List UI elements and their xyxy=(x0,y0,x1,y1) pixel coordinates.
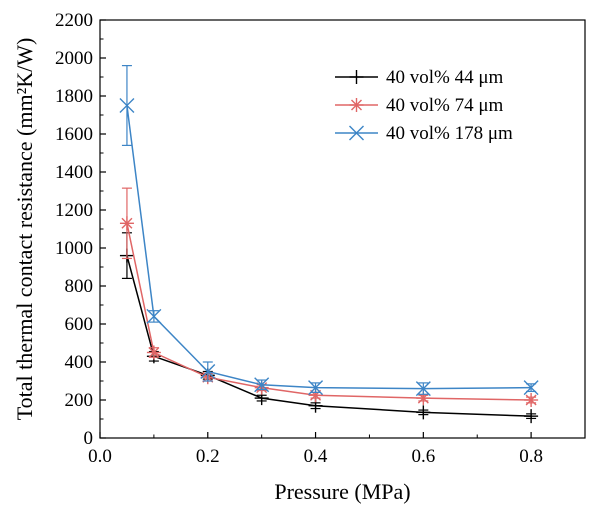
legend-item: 40 vol% 44 μm xyxy=(335,67,504,88)
data-point xyxy=(524,393,539,407)
legend-label: 40 vol% 178 μm xyxy=(386,123,513,144)
legend: 40 vol% 44 μm 40 vol% 74 μm 40 vol% 178 μm xyxy=(335,67,513,144)
data-point xyxy=(416,405,431,420)
legend-label: 40 vol% 74 μm xyxy=(386,95,504,116)
series-2 xyxy=(119,187,539,407)
y-tick-label: 1800 xyxy=(55,86,93,107)
y-tick-label: 1400 xyxy=(55,162,93,183)
data-point xyxy=(349,98,364,112)
legend-item: 40 vol% 74 μm xyxy=(335,95,504,116)
series-3 xyxy=(119,64,539,397)
plot-frame xyxy=(99,19,586,439)
legend-label: 40 vol% 44 μm xyxy=(386,67,504,88)
y-tick-label: 800 xyxy=(65,276,94,297)
x-tick-label: 0.6 xyxy=(411,446,435,467)
data-point xyxy=(415,381,431,397)
data-point xyxy=(523,380,539,396)
y-tick-label: 400 xyxy=(65,352,94,373)
data-point xyxy=(146,308,162,324)
data-point xyxy=(254,377,270,393)
y-tick-label: 600 xyxy=(65,314,94,335)
series-1 xyxy=(119,232,539,424)
data-point xyxy=(119,216,134,231)
data-point xyxy=(349,70,364,84)
x-tick-label: 0.4 xyxy=(304,446,328,467)
data-point xyxy=(349,125,364,141)
plot-border xyxy=(99,19,586,439)
series-line xyxy=(126,105,532,390)
data-point xyxy=(146,345,161,360)
y-axis-label: Total thermal contact resistance (mm²K/W… xyxy=(12,38,37,421)
data-point xyxy=(200,364,216,379)
series-line xyxy=(126,255,532,417)
legend-item: 40 vol% 178 μm xyxy=(335,123,513,144)
y-tick-label: 2000 xyxy=(55,48,93,69)
x-tick-label: 0.2 xyxy=(196,446,220,467)
data-point xyxy=(524,409,539,424)
x-tick-label: 0.8 xyxy=(519,446,543,467)
y-tick-label: 1000 xyxy=(55,238,93,259)
y-tick-label: 2200 xyxy=(55,10,93,31)
axis-ticks: 0 200 400 600 800 1000 1200 1400 1600 1800 2000 220… xyxy=(55,10,586,467)
series-layer xyxy=(119,64,539,424)
y-tick-label: 0 xyxy=(84,428,94,449)
series-line xyxy=(126,223,532,401)
data-point xyxy=(119,98,135,113)
y-tick-label: 200 xyxy=(65,390,94,411)
y-tick-label: 1200 xyxy=(55,200,93,221)
y-tick-label: 1600 xyxy=(55,124,93,145)
data-point xyxy=(308,380,324,396)
x-axis-label: Pressure (MPa) xyxy=(274,479,410,504)
x-tick-label: 0.0 xyxy=(88,446,112,467)
